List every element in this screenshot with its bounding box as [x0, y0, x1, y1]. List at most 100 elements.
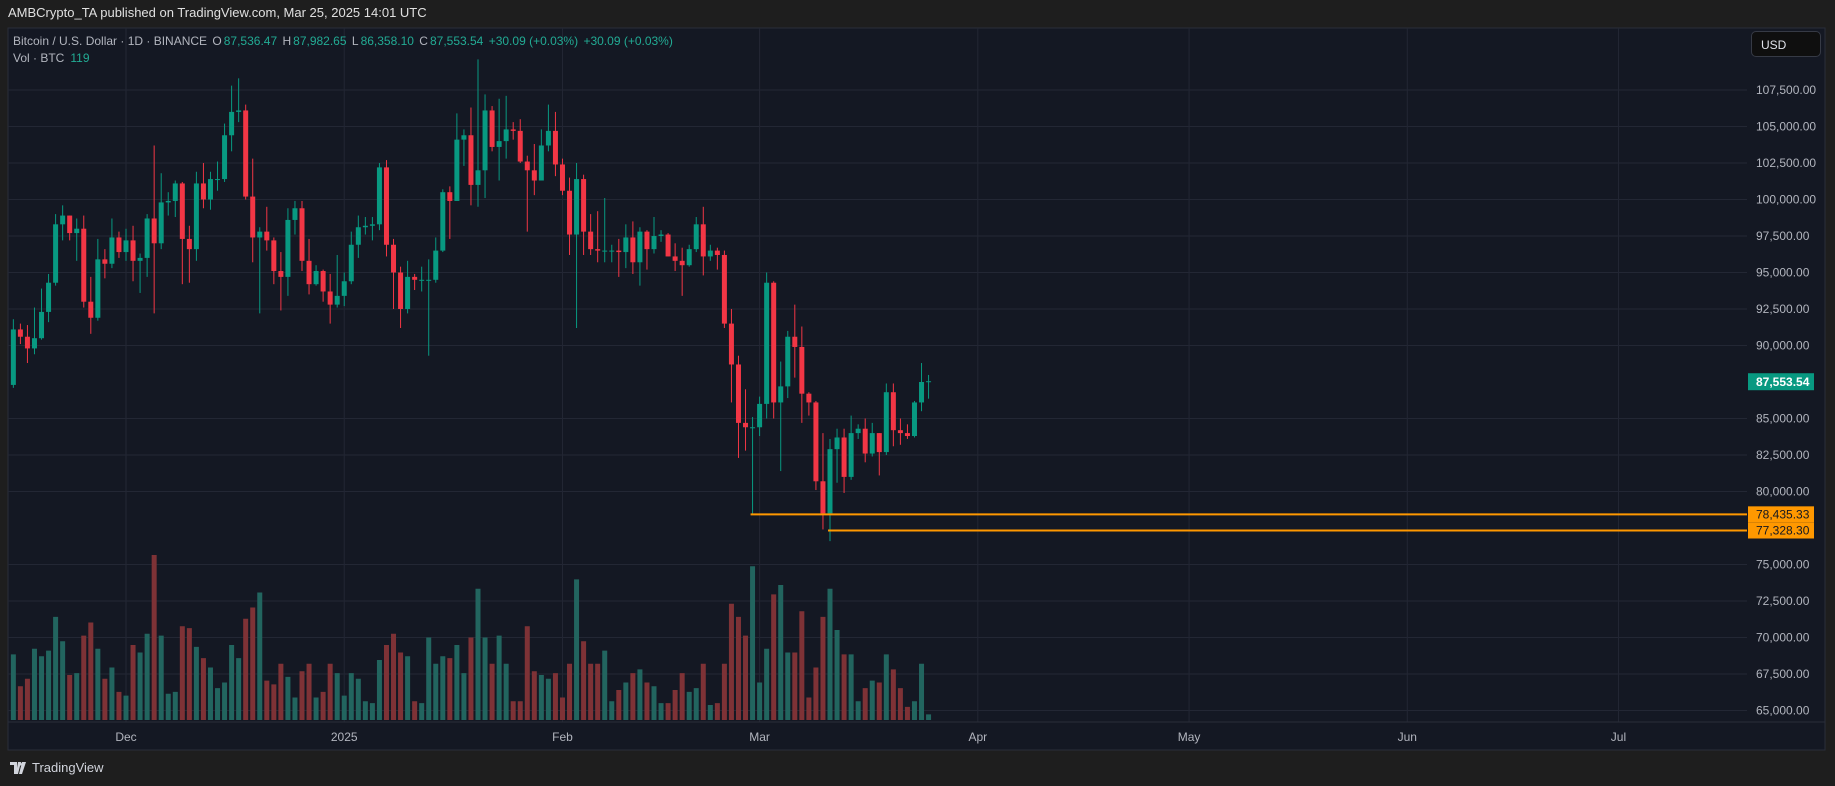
candle-body [165, 200, 171, 203]
candle-body [862, 428, 868, 454]
volume-bar [876, 682, 882, 720]
volume-bar [820, 616, 826, 720]
price-axis[interactable]: 107,500.00 105,000.00 102,500.00 100,000.00… [1748, 83, 1816, 718]
footer-brand[interactable]: TradingView [10, 760, 104, 775]
volume-label[interactable]: Vol · BTC [13, 51, 65, 65]
candle-body [229, 111, 235, 136]
symbol-name[interactable]: Bitcoin / U.S. Dollar · 1D · BINANCE [13, 34, 208, 48]
time-tick-label: Feb [552, 730, 573, 744]
level-price-tag [1748, 506, 1814, 523]
volume-bar [475, 588, 481, 720]
candle-body [609, 250, 615, 252]
volume-bar [482, 637, 488, 720]
candle [229, 85, 235, 152]
volume-bar [215, 688, 221, 720]
time-tick-label: Jul [1611, 730, 1626, 744]
candle-body [672, 256, 678, 261]
volume-bar [919, 663, 925, 720]
volume-bar [229, 645, 235, 720]
candle-body [552, 130, 558, 165]
candle [848, 415, 854, 480]
last-price-tag [1748, 373, 1814, 391]
candle-body [391, 244, 397, 273]
candle [623, 224, 629, 269]
candle-body [285, 219, 291, 277]
horizontal-levels[interactable]: 78,435.33 77,328.30 [750, 506, 1814, 539]
candle [102, 249, 108, 279]
candle-body [757, 403, 763, 428]
time-tick-label: May [1178, 730, 1201, 744]
volume-bar [602, 650, 608, 720]
candle [144, 214, 150, 277]
candle [475, 59, 481, 207]
candle-body [264, 231, 270, 241]
volume-bar [74, 673, 80, 720]
volume-bar [67, 675, 73, 720]
candle-body [222, 135, 228, 180]
candle [433, 237, 439, 283]
candle [454, 113, 460, 201]
candle [327, 273, 333, 324]
candle [440, 189, 446, 253]
volume-bar [559, 697, 565, 720]
volume-bar [102, 678, 108, 720]
time-axis[interactable]: Dec 2025 Feb Mar Apr May Jun Jul [115, 730, 1626, 744]
candle-body [412, 276, 418, 280]
candle-body [750, 427, 756, 429]
price-tick-label: 82,500.00 [1756, 448, 1810, 462]
volume-bar [355, 678, 361, 720]
candle [496, 98, 502, 181]
candle-body [743, 422, 749, 428]
candle [841, 428, 847, 493]
candle [926, 374, 932, 399]
price-tick-label: 70,000.00 [1756, 631, 1810, 645]
level-price-label: 78,435.33 [1756, 507, 1810, 521]
price-tick-label: 102,500.00 [1756, 156, 1816, 170]
candle-body [447, 192, 453, 201]
volume-bar [193, 646, 199, 720]
volume-bar [222, 682, 228, 720]
candle [17, 323, 23, 345]
price-tick-label: 97,500.00 [1756, 229, 1810, 243]
price-tick-label: 105,000.00 [1756, 120, 1816, 134]
volume-bar [862, 688, 868, 720]
volume-bar [552, 673, 558, 720]
volume-bar [771, 594, 777, 720]
candle-body [834, 437, 840, 450]
candle [799, 326, 805, 423]
candle [398, 266, 404, 328]
candle-body [186, 238, 192, 250]
volume-bar [743, 635, 749, 720]
candle [53, 214, 59, 286]
candle [588, 214, 594, 255]
time-tick-label: Mar [749, 730, 770, 744]
candle-body [17, 329, 23, 337]
volume-bar [433, 663, 439, 720]
open-label: O [212, 34, 222, 48]
candle-body [714, 250, 720, 255]
candle-body [376, 167, 382, 225]
volume-bar [503, 663, 509, 720]
currency-button[interactable]: USD [1751, 31, 1821, 57]
candle [827, 438, 833, 542]
candle [383, 160, 389, 257]
candle-body [348, 244, 354, 282]
volume-bar [116, 691, 122, 720]
candle-body [320, 271, 326, 292]
volume-bar [151, 555, 157, 720]
candle [510, 122, 516, 140]
volume-bar [855, 701, 861, 720]
candle [320, 269, 326, 302]
volume-legend: Vol · BTC 119 [13, 51, 90, 65]
candle [405, 260, 411, 314]
last-price-label: 87,553.54 [1756, 375, 1810, 389]
candle-body [383, 167, 389, 245]
volume-bar [264, 680, 270, 720]
candle-body [341, 281, 347, 296]
volume-bar [531, 671, 537, 720]
volume-bar [109, 667, 115, 720]
candle-body [39, 311, 45, 339]
volume-bar [750, 566, 756, 720]
volume-bar [39, 656, 45, 720]
